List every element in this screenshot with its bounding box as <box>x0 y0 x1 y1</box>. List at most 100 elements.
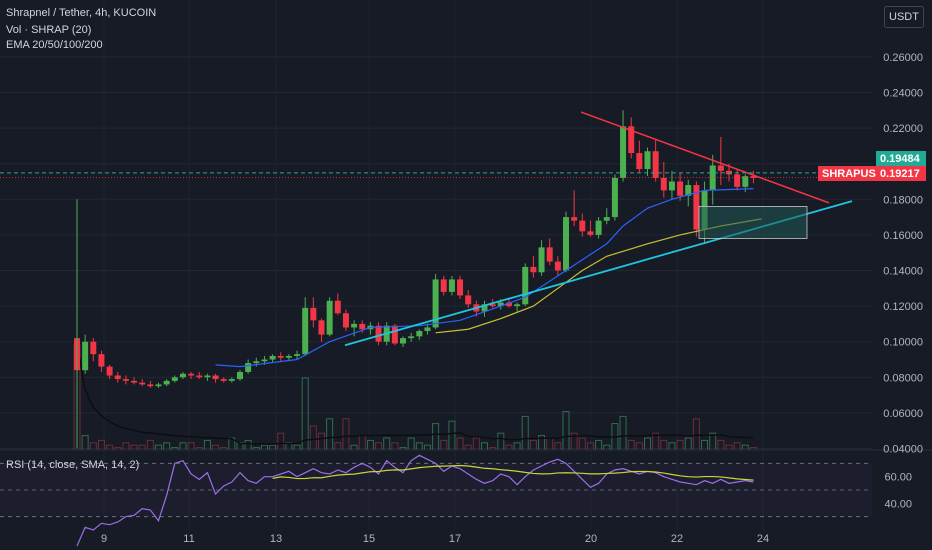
volume-bar <box>130 444 138 451</box>
candle-body <box>546 247 553 262</box>
price-tick-label: 0.06000 <box>883 408 923 420</box>
candle-body <box>228 379 235 381</box>
ema-lines <box>215 188 762 368</box>
candle-body <box>571 217 578 221</box>
volume-bar <box>603 444 611 451</box>
volume-bar <box>138 444 146 451</box>
volume-bar <box>741 444 749 451</box>
time-tick-label: 24 <box>757 533 769 545</box>
price-axis[interactable]: 0.260000.240000.220000.200000.180000.160… <box>883 52 923 456</box>
candle-body <box>563 217 569 271</box>
volume-bar <box>318 432 325 451</box>
volume-bar <box>81 435 89 451</box>
candle-body <box>122 379 129 381</box>
volume-ma-line <box>76 344 754 445</box>
currency-button[interactable]: USDT <box>884 6 924 28</box>
candle-body <box>652 151 659 178</box>
candle-body <box>98 354 105 367</box>
volume-bar <box>497 432 505 451</box>
candle-body <box>603 217 610 221</box>
candle-body <box>644 151 651 170</box>
candle-body <box>457 279 464 296</box>
time-tick-label: 20 <box>585 533 597 545</box>
candle-body <box>188 373 195 376</box>
candle-body <box>147 384 154 387</box>
candle-body <box>742 176 749 187</box>
rsi-tick-label: 60.00 <box>884 472 912 484</box>
price-tick-label: 0.12000 <box>883 301 923 313</box>
price-tick-label: 0.24000 <box>883 88 923 100</box>
symbol-price-label: 0.19217 <box>876 166 926 181</box>
ema-20-line <box>215 188 754 368</box>
candle-body <box>465 295 472 305</box>
target-zone-box <box>698 206 808 239</box>
rsi-legend: RSI (14, close, SMA, 14, 2) <box>6 459 140 471</box>
candle-body <box>489 304 496 307</box>
volume-bar <box>692 418 700 451</box>
candle-body <box>171 377 178 381</box>
candle-body <box>220 379 227 381</box>
rsi-sma-line <box>272 464 754 481</box>
price-tick-label: 0.18000 <box>883 194 923 206</box>
ema-legend: EMA 20/50/100/200 <box>6 39 103 51</box>
trendline-drawings[interactable] <box>0 111 872 347</box>
price-tick-label: 0.08000 <box>883 372 923 384</box>
candle-body <box>677 181 684 196</box>
candle-body <box>163 380 170 385</box>
candle-body <box>636 153 643 170</box>
volume-bar <box>423 444 431 451</box>
candle-body <box>693 185 700 230</box>
time-tick-label: 15 <box>363 533 375 545</box>
candle-body <box>237 371 243 380</box>
volume-bar <box>448 420 456 451</box>
volume-bar <box>342 418 350 451</box>
volume-bar <box>725 444 733 451</box>
candle-body <box>554 261 561 271</box>
candle-body <box>261 359 268 362</box>
candle-body <box>595 220 602 235</box>
price-tick-label: 0.22000 <box>883 123 923 135</box>
chart-title: Shrapnel / Tether, 4h, KUCOIN <box>6 7 157 19</box>
volume-bar <box>619 415 627 451</box>
candle-body <box>334 300 341 314</box>
rsi-tick-label: 40.00 <box>884 498 912 510</box>
volume-legend: Vol · SHRAP (20) <box>6 24 92 36</box>
candle-body <box>750 176 757 178</box>
rsi-pane: 60.00 40.00 <box>0 449 932 547</box>
candle-body <box>717 165 724 171</box>
volume-bars <box>73 343 757 451</box>
candle-body <box>391 325 398 344</box>
candle-body <box>432 279 439 328</box>
candle-body <box>318 320 325 335</box>
price-tick-label: 0.04000 <box>883 444 923 456</box>
volume-bar <box>350 444 358 451</box>
volume-bar <box>562 411 570 451</box>
candle-body <box>342 313 349 328</box>
candle-body <box>424 327 431 332</box>
candle-body <box>481 304 488 312</box>
candle-body <box>326 300 333 335</box>
time-axis[interactable]: 9 11 13 15 17 20 22 24 <box>101 533 769 545</box>
candle-body <box>685 185 692 196</box>
candle-body <box>310 307 317 321</box>
candle-body <box>196 375 203 378</box>
volume-bar <box>269 444 277 451</box>
time-tick-label: 17 <box>449 533 461 545</box>
candle-body <box>611 177 618 218</box>
candle-body <box>660 177 667 191</box>
price-tick-label: 0.16000 <box>883 230 923 242</box>
volume-bar <box>155 444 162 451</box>
candle-body <box>114 375 121 380</box>
volume-bar <box>260 444 268 451</box>
candle-body <box>82 341 89 371</box>
candle-body <box>212 375 219 380</box>
volume-bar <box>212 444 220 451</box>
candle-body <box>620 126 627 178</box>
candle-body <box>497 302 504 307</box>
resistance-trendline <box>580 111 830 204</box>
ema-50-line <box>435 218 762 334</box>
candle-body <box>530 266 537 273</box>
price-tick-label: 0.14000 <box>883 266 923 278</box>
